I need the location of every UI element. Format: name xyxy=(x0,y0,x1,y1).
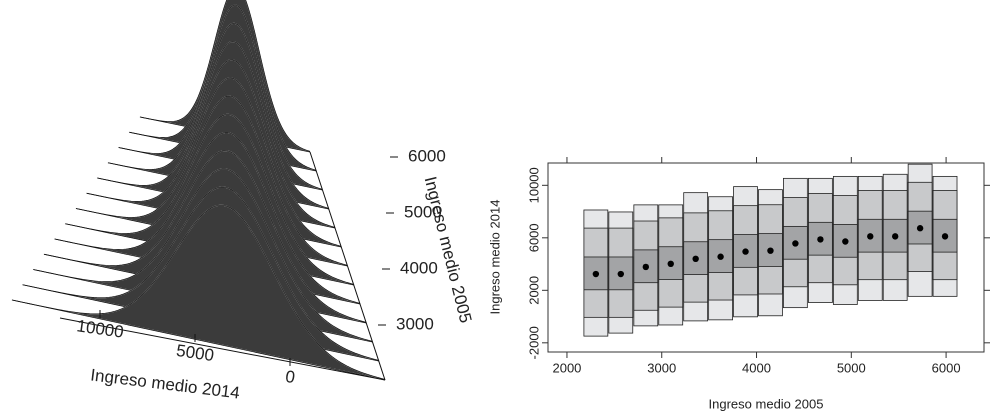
y-tick-label: 6000 xyxy=(526,223,541,252)
median-dot xyxy=(642,263,650,271)
slice-outline xyxy=(129,4,317,171)
median-dot xyxy=(717,253,724,260)
slice-outline xyxy=(54,132,361,304)
slice-base xyxy=(11,299,386,381)
x-tick-label: 0 xyxy=(284,367,296,387)
median-dot xyxy=(667,260,674,267)
slice-outline xyxy=(65,113,354,285)
median-dot xyxy=(592,270,600,278)
x-axis-label: Ingreso medio 2005 xyxy=(709,396,824,411)
x-axis-label: Ingreso medio 2014 xyxy=(89,365,240,402)
x-tick-label: 5000 xyxy=(175,341,215,365)
slice-outline xyxy=(118,22,323,190)
x-tick-label: 6000 xyxy=(932,360,961,375)
x-tick-label: 4000 xyxy=(742,360,771,375)
y-tick-label: 2000 xyxy=(526,276,541,305)
plot-frame xyxy=(547,162,985,353)
slice-outline xyxy=(22,186,379,361)
median-dot xyxy=(891,233,899,240)
y-tick-label: 5000 xyxy=(404,202,442,221)
slice-outline xyxy=(139,0,311,152)
axis-edge xyxy=(59,317,386,381)
slice-outline xyxy=(97,59,336,228)
median-dot xyxy=(867,233,874,240)
x-tick-label: 2000 xyxy=(552,360,581,375)
y-axis-label: Ingreso medio 2014 xyxy=(487,200,502,315)
y-tick-label: 10000 xyxy=(526,167,541,203)
median-dot xyxy=(817,236,824,243)
slice-outline xyxy=(43,150,367,323)
y-tick-label: 4000 xyxy=(400,258,438,277)
median-dot xyxy=(692,255,699,263)
x-tick-label: 5000 xyxy=(837,360,866,375)
median-dot xyxy=(792,240,799,247)
axis-edge xyxy=(309,151,386,381)
median-dot xyxy=(767,247,774,254)
y-tick-label: 3000 xyxy=(396,314,434,333)
slice-outline xyxy=(107,41,329,209)
median-dot xyxy=(916,225,924,232)
y-tick-label: 6000 xyxy=(408,146,446,165)
median-dot xyxy=(941,233,949,240)
y-axis-label: Ingreso medio 2005 xyxy=(421,175,476,325)
slice-outline xyxy=(86,77,342,247)
slice-outline xyxy=(33,168,373,342)
median-dot xyxy=(842,238,849,245)
slice-outline xyxy=(11,204,386,380)
slice-outline xyxy=(75,95,348,266)
x-tick-label: 3000 xyxy=(647,360,676,375)
median-dot xyxy=(617,270,624,278)
y-tick-label: -2000 xyxy=(526,326,541,359)
median-dot xyxy=(742,248,749,255)
